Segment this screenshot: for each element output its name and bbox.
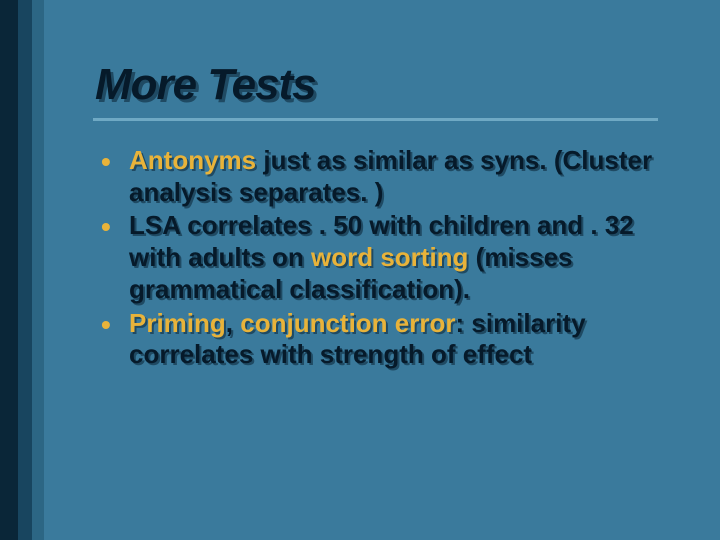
highlight-text: Priming [129,308,226,338]
body-text: , [226,308,240,338]
highlight-text: word sorting [311,242,468,272]
bullet-item: Priming, conjunction error: similarity c… [101,308,670,371]
highlight-text: Antonyms [129,145,256,175]
highlight-text: conjunction error [240,308,455,338]
bullet-list: Antonyms just as similar as syns. (Clust… [95,145,670,371]
bullet-item: Antonyms just as similar as syns. (Clust… [101,145,670,208]
bullet-item: LSA correlates . 50 with children and . … [101,210,670,305]
slide: More Tests Antonyms just as similar as s… [0,0,720,540]
title-rule [93,118,658,121]
slide-title: More Tests [95,60,670,110]
